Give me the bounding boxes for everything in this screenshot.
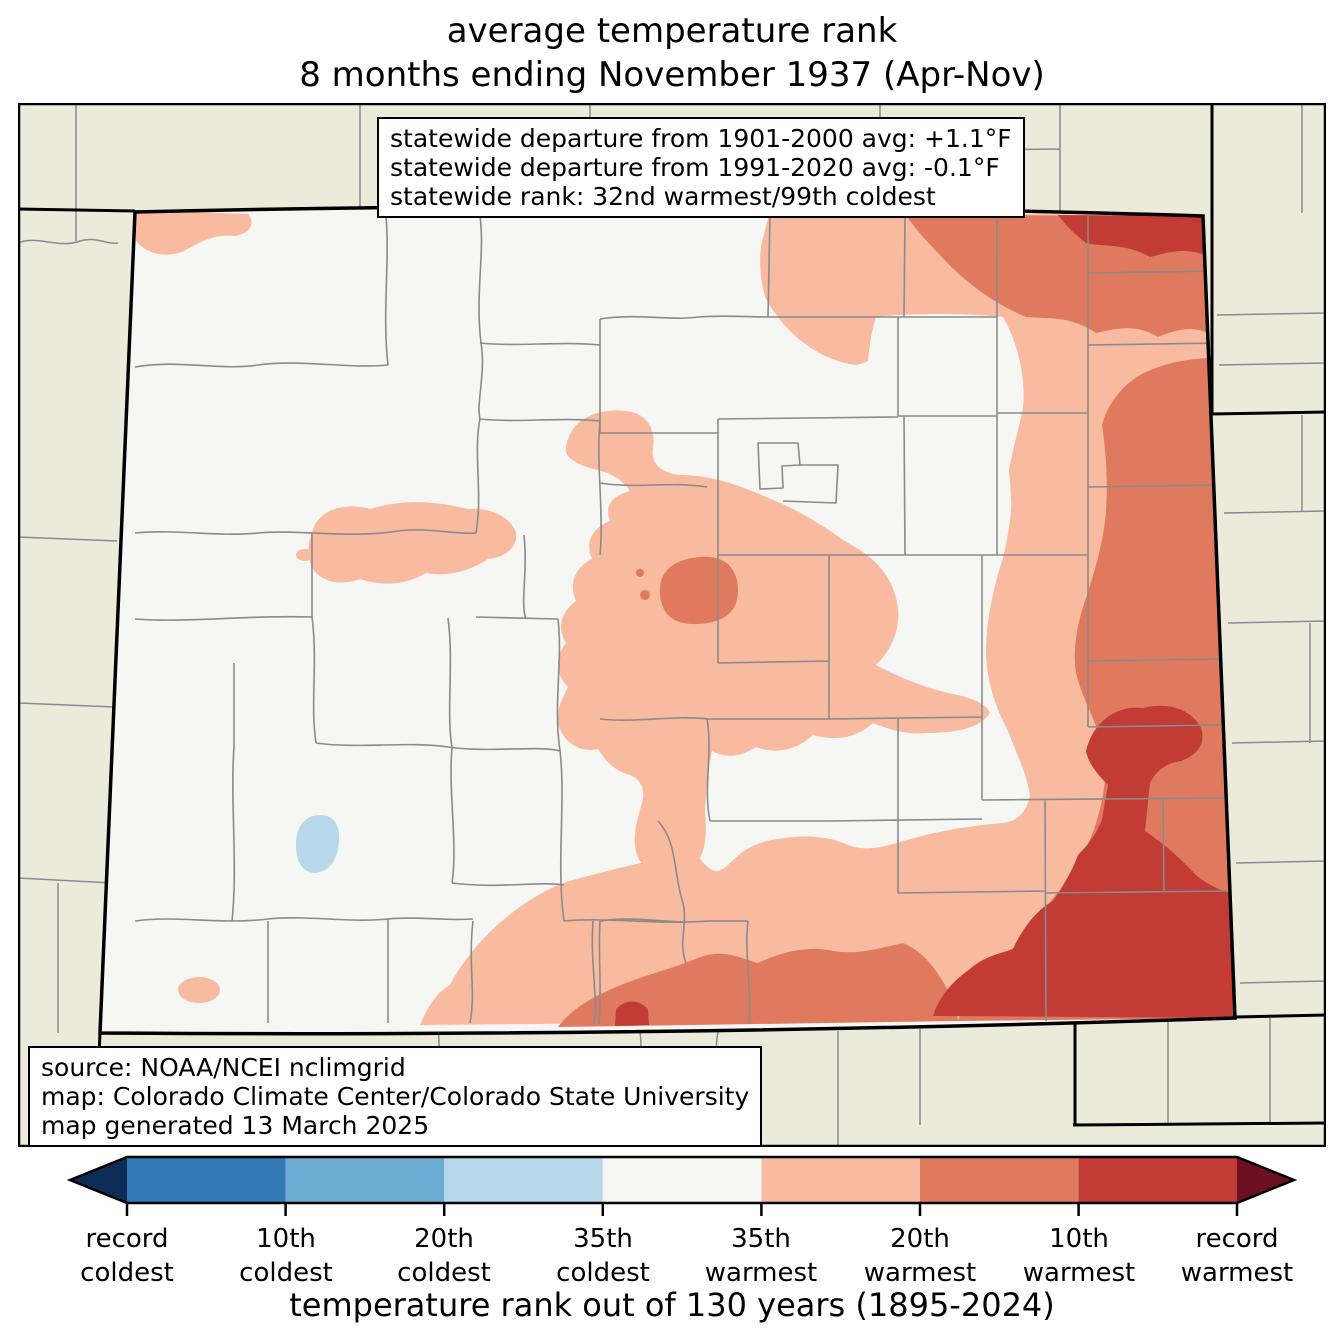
source-line-2: map: Colorado Climate Center/Colorado St… <box>41 1082 750 1111</box>
title-line-1: average temperature rank <box>446 11 898 51</box>
colorbar-caption: temperature rank out of 130 years (1895-… <box>289 1286 1055 1324</box>
colorbar-segment-20th-warmest <box>920 1157 1079 1203</box>
figure-title: average temperature rank 8 months ending… <box>0 10 1344 97</box>
contour-35th-coldest-spot <box>296 815 340 873</box>
colorbar-segment-35th-warmest <box>761 1157 920 1203</box>
colorbar-arrow-record-coldest <box>70 1157 127 1203</box>
colorbar-ticks <box>125 1203 1239 1216</box>
stats-line-2: statewide departure from 1991-2020 avg: … <box>390 153 1000 182</box>
title-line-2: 8 months ending November 1937 (Apr-Nov) <box>299 54 1045 95</box>
colorbar-segment-10th-coldest <box>127 1157 286 1203</box>
cbar-label-35th-coldest: 35th coldest <box>556 1224 650 1288</box>
cbar-label-10th-warmest: 10th warmest <box>1022 1224 1136 1288</box>
cbar-label-20th-warmest: 20th warmest <box>863 1224 977 1288</box>
colorbar-segment-10th-warmest <box>1078 1157 1237 1203</box>
source-line-1: source: NOAA/NCEI nclimgrid <box>41 1053 406 1082</box>
rank-colorbar <box>66 1155 1298 1216</box>
neighbor-state-borders <box>18 103 1326 1147</box>
colorado-county-lines <box>134 215 1229 1025</box>
contour-10th-warmest <box>615 215 1235 1026</box>
cbar-label-10th-coldest: 10th coldest <box>239 1224 333 1288</box>
cbar-label-35th-warmest: 35th warmest <box>704 1224 818 1288</box>
cbar-label-record-coldest: record coldest <box>80 1224 174 1288</box>
statewide-stats-box: statewide departure from 1901-2000 avg: … <box>377 117 1025 218</box>
contour-neutral-hole <box>862 314 1024 560</box>
colorbar-segment-35th-coldest <box>444 1157 603 1203</box>
source-line-3: map generated 13 March 2025 <box>41 1111 430 1140</box>
stats-line-3: statewide rank: 32nd warmest/99th coldes… <box>390 182 936 211</box>
colorbar-arrow-record-warmest <box>1237 1157 1294 1203</box>
cbar-label-20th-coldest: 20th coldest <box>397 1224 491 1288</box>
stats-line-1: statewide departure from 1901-2000 avg: … <box>390 124 1012 153</box>
source-box: source: NOAA/NCEI nclimgrid map: Colorad… <box>28 1046 763 1147</box>
contour-35th-warmest <box>135 210 1235 1025</box>
colorado-rank-map <box>18 103 1326 1147</box>
colorbar-segment-neutral <box>602 1157 762 1203</box>
cbar-label-record-warmest: record warmest <box>1180 1224 1294 1288</box>
colorbar-segment-20th-coldest <box>285 1157 445 1203</box>
